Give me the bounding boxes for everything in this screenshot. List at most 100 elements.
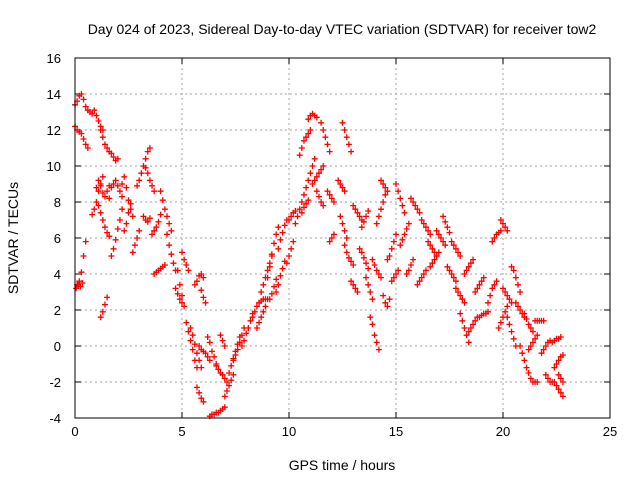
series-sat-as <box>273 258 288 295</box>
data-point <box>196 343 203 349</box>
series-sat-bo <box>363 274 376 303</box>
series-sat-cf <box>440 213 453 236</box>
series-sat-cq <box>495 303 511 331</box>
data-point <box>320 127 327 133</box>
data-point <box>200 294 207 301</box>
data-point <box>78 130 85 137</box>
series-sat-bg <box>335 177 348 195</box>
data-point <box>300 191 307 198</box>
data-point <box>298 209 305 216</box>
data-point <box>500 285 506 292</box>
series-sat-cw <box>517 343 532 376</box>
y-tick-label: 2 <box>54 303 61 318</box>
data-point <box>166 220 173 227</box>
data-point <box>253 325 260 331</box>
data-point <box>318 119 325 126</box>
data-point <box>542 343 549 349</box>
data-point <box>369 321 376 328</box>
data-point <box>181 256 188 263</box>
data-point <box>198 395 205 402</box>
data-point <box>185 328 192 335</box>
data-point <box>348 278 355 285</box>
data-point <box>504 227 511 234</box>
data-point <box>108 253 115 259</box>
series-sat-by <box>403 256 417 277</box>
data-point <box>330 199 337 205</box>
data-point <box>155 218 162 225</box>
data-point <box>93 112 100 119</box>
data-point <box>234 346 241 353</box>
series-sat-ax <box>296 127 314 159</box>
data-point <box>395 267 402 274</box>
data-point <box>202 350 209 357</box>
data-point <box>99 217 106 223</box>
data-point <box>373 339 380 346</box>
data-point <box>504 314 511 321</box>
series-sat-bv <box>388 267 402 285</box>
data-point <box>380 292 387 299</box>
series-sat-h <box>97 294 111 321</box>
data-point <box>149 231 156 238</box>
series-sat-cm <box>472 274 487 295</box>
data-point <box>418 217 425 223</box>
series-sat-cn <box>476 308 492 321</box>
data-point <box>82 238 89 245</box>
data-point <box>303 184 310 191</box>
data-point <box>407 195 414 202</box>
data-point <box>440 238 447 245</box>
data-point <box>326 238 333 245</box>
data-point <box>296 206 303 213</box>
data-point <box>161 206 168 213</box>
data-point <box>95 202 102 209</box>
data-point <box>241 337 248 344</box>
data-point <box>236 339 243 346</box>
data-point <box>343 235 350 241</box>
data-point <box>369 296 376 303</box>
data-point <box>313 188 320 195</box>
data-point <box>101 224 108 231</box>
data-point <box>108 150 115 157</box>
data-point <box>384 303 391 310</box>
series-sat-s <box>149 211 164 238</box>
data-point <box>444 263 451 270</box>
series-sat-cg <box>444 263 459 285</box>
data-point <box>459 317 466 324</box>
series-sat-l <box>108 206 126 259</box>
data-point <box>258 314 265 321</box>
series-sat-ce <box>433 227 449 249</box>
data-point <box>523 364 530 371</box>
data-point <box>350 262 357 268</box>
data-point <box>318 166 325 173</box>
data-point <box>384 188 391 195</box>
data-point <box>350 202 357 209</box>
data-point <box>153 224 160 231</box>
data-point <box>510 335 517 342</box>
data-point <box>76 278 83 285</box>
series-sat-be <box>324 188 337 205</box>
data-point <box>521 310 528 317</box>
data-point <box>467 325 474 331</box>
data-point <box>551 379 558 385</box>
data-point <box>352 206 359 213</box>
chart-title: Day 024 of 2023, Sidereal Day-to-day VTE… <box>88 21 597 37</box>
data-point <box>106 195 113 202</box>
data-point <box>315 193 322 200</box>
series-sat-bd <box>318 119 333 155</box>
data-point <box>502 289 509 295</box>
data-point <box>104 229 111 236</box>
data-point <box>365 281 372 288</box>
data-point <box>459 296 466 303</box>
data-point <box>219 371 226 378</box>
series-sat-bj <box>341 242 357 268</box>
data-point <box>146 145 153 151</box>
data-point <box>446 267 453 274</box>
data-point <box>350 281 357 288</box>
data-point <box>181 303 188 310</box>
y-tick-label: 16 <box>47 51 61 66</box>
series-sat-cy <box>525 332 541 353</box>
data-point <box>514 281 521 288</box>
data-point <box>414 206 421 213</box>
y-tick-label: 10 <box>47 159 61 174</box>
data-point <box>144 218 151 225</box>
data-point <box>221 375 228 382</box>
